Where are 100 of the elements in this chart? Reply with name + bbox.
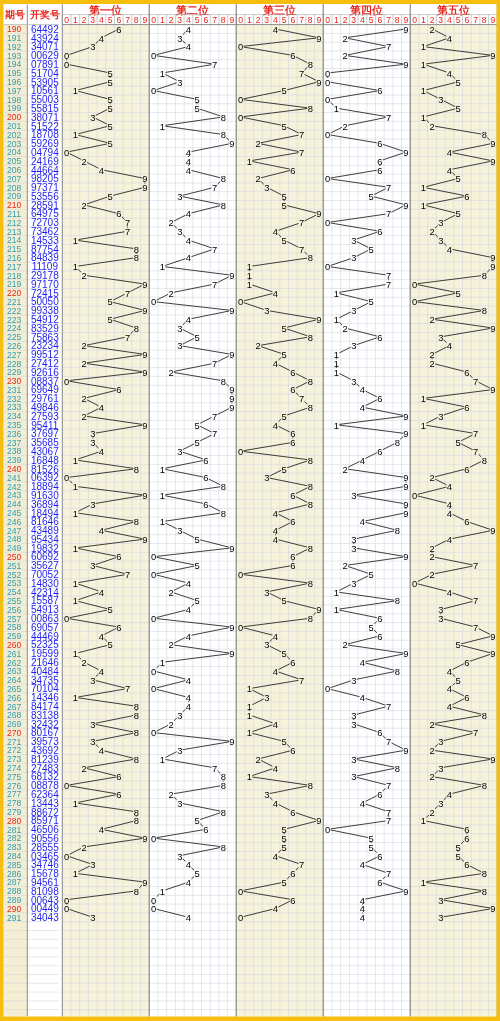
y2-tick-label: 28591: [30, 199, 60, 211]
data-label: 2: [429, 806, 435, 818]
data-label: 9: [490, 648, 496, 660]
data-label: 1: [246, 155, 252, 167]
y-tick-label: 193: [7, 50, 22, 61]
y-tick-label: 243: [7, 490, 22, 501]
y-tick-label: 215: [7, 244, 22, 255]
data-label: 9: [142, 489, 148, 501]
data-label: 9: [403, 146, 409, 158]
data-label: 5: [107, 314, 113, 326]
data-label: 7: [385, 182, 392, 194]
data-label: 4: [446, 340, 453, 352]
data-label: 8: [307, 331, 313, 343]
data-label: 2: [429, 718, 435, 730]
data-label: 4: [359, 454, 366, 466]
data-label: 5: [455, 173, 461, 185]
y2-tick-label: 43924: [30, 32, 60, 44]
y-tick-label: 255: [7, 595, 22, 606]
data-label: 5: [281, 463, 287, 475]
x-tick-label: 3: [438, 14, 444, 25]
x-tick-label: 7: [299, 14, 305, 25]
data-label: 5: [455, 287, 461, 299]
data-label: 9: [142, 173, 148, 185]
data-label: 7: [298, 674, 305, 686]
data-label: 8: [133, 753, 139, 765]
data-label: 3: [438, 331, 444, 343]
data-label: 1: [72, 542, 78, 554]
data-label: 4: [446, 498, 453, 510]
data-label: 1: [159, 261, 165, 273]
data-label: 5: [368, 190, 374, 202]
data-label: 6: [203, 454, 209, 466]
data-label: 8: [220, 375, 226, 387]
x-tick-label: 2: [81, 14, 87, 25]
data-label: 9: [403, 744, 409, 756]
data-label: 8: [307, 102, 313, 114]
data-label: 6: [290, 384, 296, 396]
data-label: 4: [98, 525, 105, 537]
data-label: 6: [116, 788, 122, 800]
data-label: 0: [238, 445, 244, 457]
data-label: 0: [238, 885, 244, 897]
data-label: 4: [185, 252, 192, 264]
y-tick-label: 218: [7, 270, 22, 281]
data-label: 3: [351, 753, 357, 765]
y2-tick-label: 16848: [30, 454, 60, 466]
data-label: 6: [290, 516, 296, 528]
data-label: 4: [272, 762, 279, 774]
data-label: 4: [359, 797, 366, 809]
data-label: 6: [377, 876, 383, 888]
data-label: 3: [177, 709, 183, 721]
y2-tick-label: 81098: [30, 885, 60, 897]
data-label: 8: [481, 868, 487, 880]
y2-tick-label: 34746: [30, 859, 60, 871]
data-label: 0: [151, 903, 157, 915]
data-label: 3: [438, 894, 444, 906]
y2-tick-label: 98205: [30, 173, 60, 185]
data-label: 6: [377, 393, 383, 405]
data-label: 2: [342, 463, 348, 475]
data-label: 5: [455, 841, 461, 853]
y2-tick-label: 52325: [30, 639, 60, 651]
y-tick-label: 209: [7, 191, 22, 202]
y-tick-label: 203: [7, 138, 22, 149]
y-tick-label: 211: [7, 208, 22, 219]
y-tick-label: 210: [7, 200, 22, 211]
data-label: 5: [368, 621, 374, 633]
data-label: 3: [438, 217, 444, 229]
data-label: 3: [438, 604, 444, 616]
data-label: 2: [168, 366, 174, 378]
y-tick-label: 262: [7, 657, 22, 668]
y-tick-label: 284: [7, 851, 22, 862]
data-label: 4: [446, 533, 453, 545]
data-label: 8: [307, 481, 313, 493]
data-label: 0: [64, 613, 70, 625]
data-label: 4: [185, 701, 192, 713]
data-label: 1: [246, 261, 252, 273]
y-tick-label: 282: [7, 833, 22, 844]
y-tick-label: 290: [7, 903, 22, 914]
y2-tick-label: 88672: [30, 806, 60, 818]
data-label: 4: [272, 226, 279, 238]
data-label: 4: [446, 665, 453, 677]
data-label: 4: [98, 744, 105, 756]
data-label: 8: [220, 481, 226, 493]
data-label: 1: [72, 507, 78, 519]
data-label: 5: [455, 102, 461, 114]
chart-title: 第四位: [349, 3, 384, 16]
data-label: 9: [316, 314, 322, 326]
data-label: 6: [290, 806, 296, 818]
data-label: 7: [124, 569, 131, 581]
data-label: 3: [177, 797, 183, 809]
data-label: 3: [264, 788, 270, 800]
data-label: 8: [307, 498, 313, 510]
data-label: 0: [325, 261, 331, 273]
data-label: 1: [333, 419, 339, 431]
y-tick-label: 232: [7, 393, 22, 404]
data-label: 5: [281, 85, 287, 97]
data-label: 8: [394, 525, 400, 537]
data-label: 8: [481, 270, 487, 282]
data-label: 5: [107, 604, 113, 616]
data-label: 3: [264, 182, 270, 194]
data-label: 1: [333, 349, 339, 361]
y-tick-label: 249: [7, 543, 22, 554]
